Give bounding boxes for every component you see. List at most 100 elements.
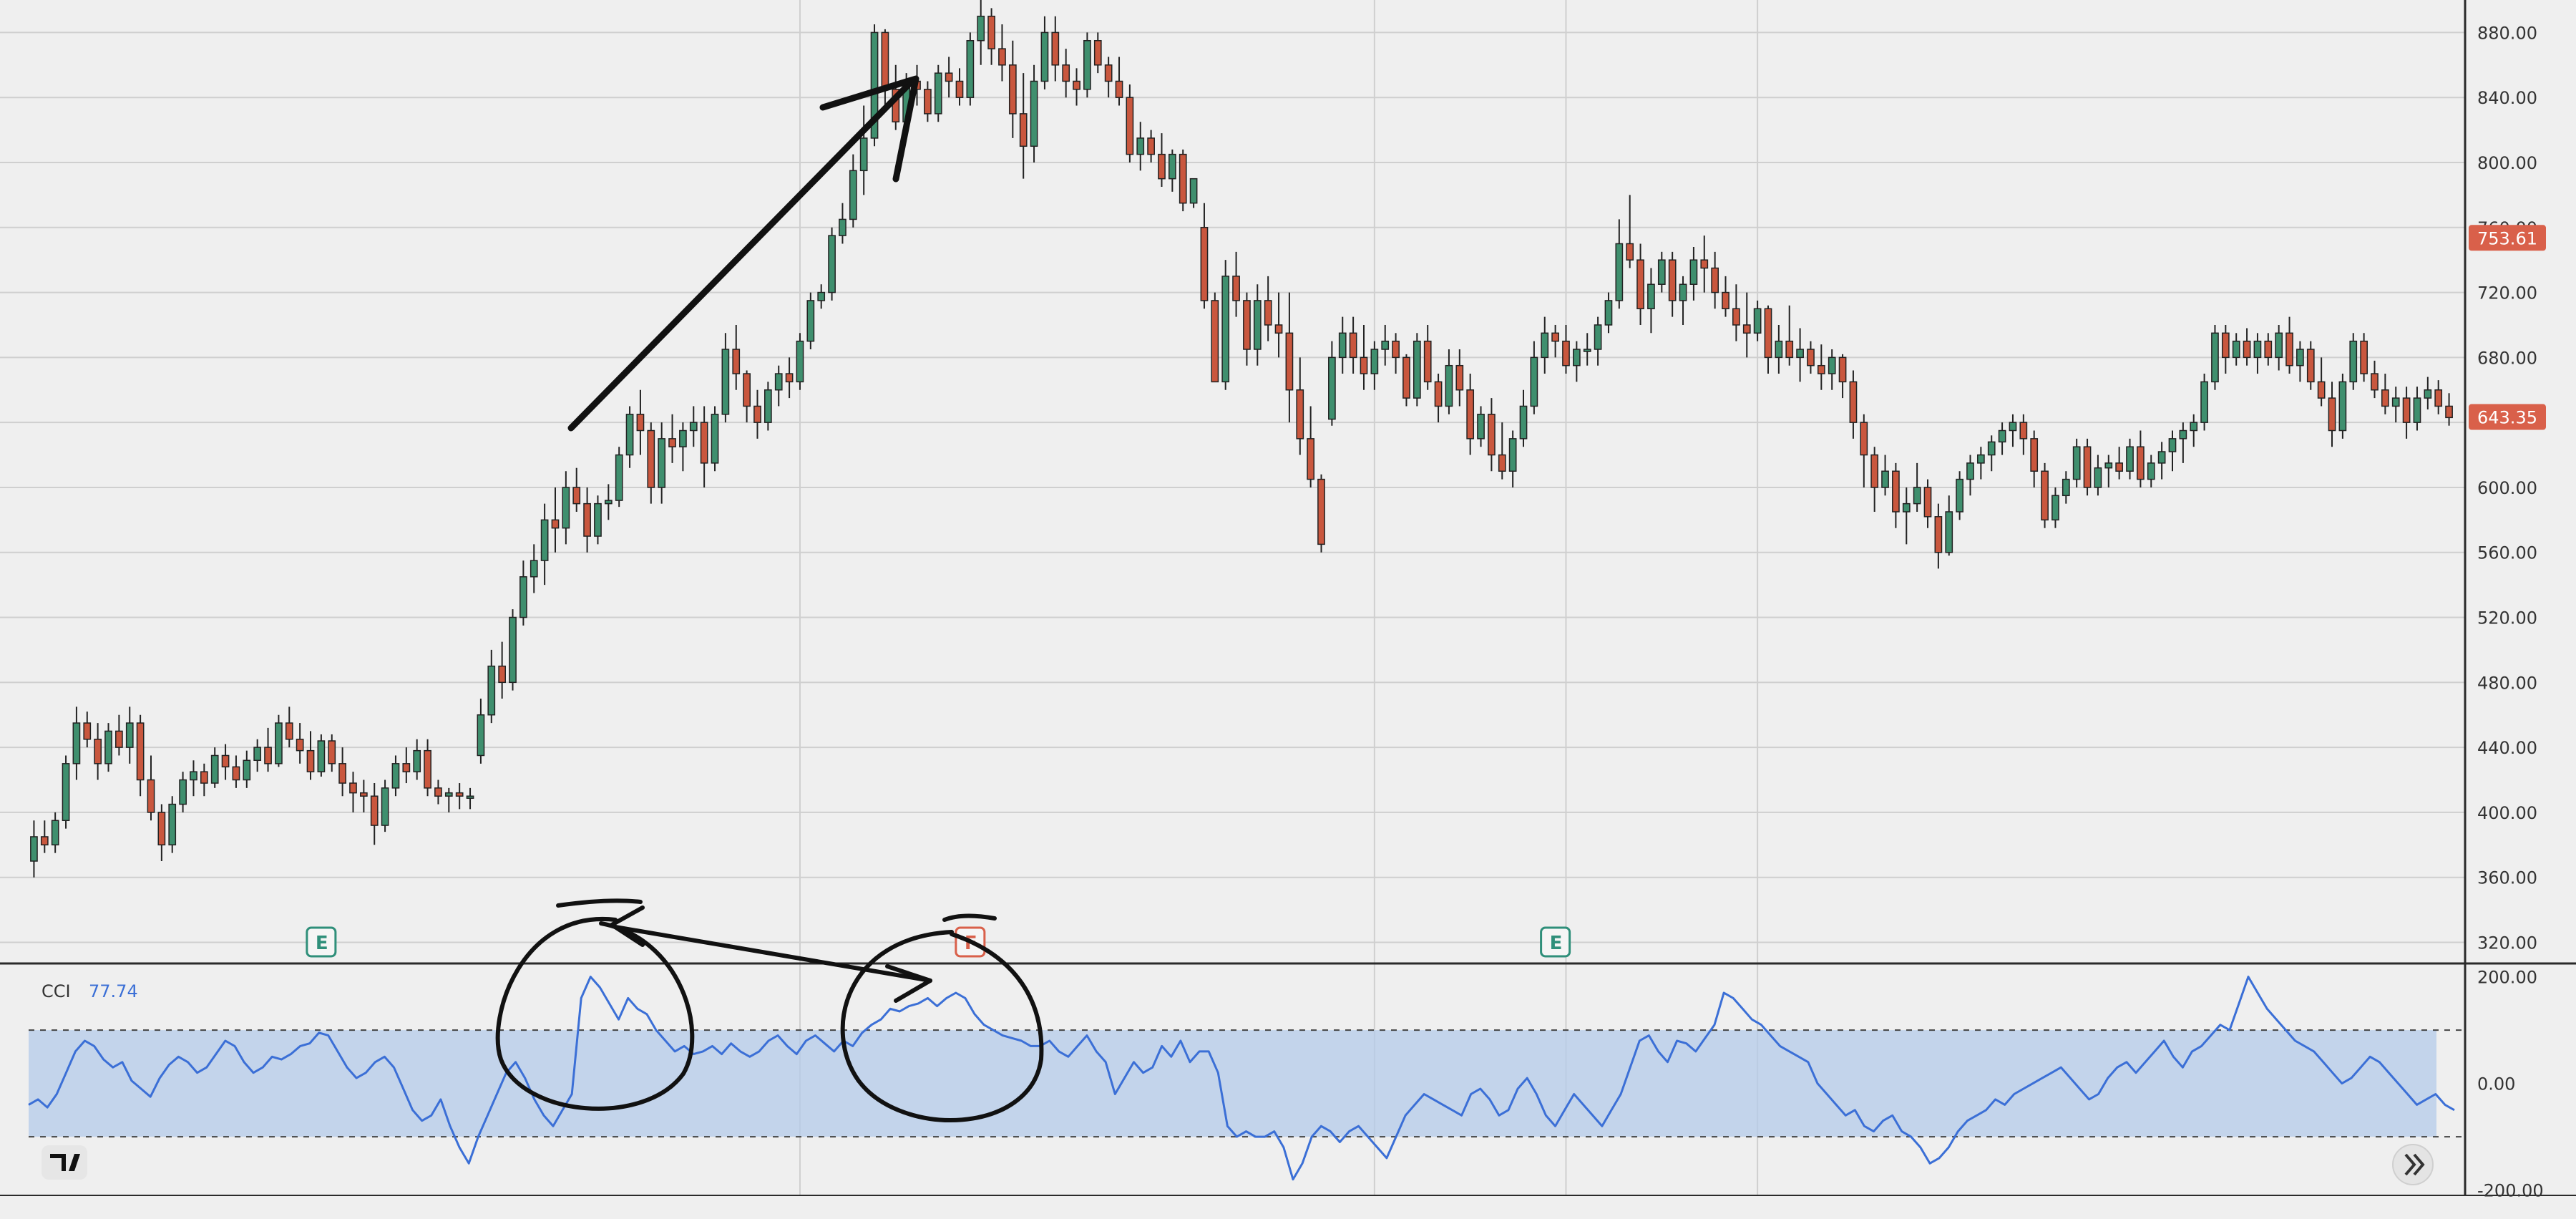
candle[interactable] <box>1307 406 1315 487</box>
candle[interactable] <box>1615 219 1624 309</box>
candle[interactable] <box>1189 178 1198 208</box>
candle[interactable] <box>2200 374 2208 431</box>
candle[interactable] <box>2445 393 2453 426</box>
candle[interactable] <box>1285 292 1294 423</box>
candle[interactable] <box>338 747 346 797</box>
candle[interactable] <box>1488 398 1496 472</box>
candle[interactable] <box>370 783 379 845</box>
candle[interactable] <box>1966 455 1974 496</box>
candle[interactable] <box>977 0 985 65</box>
candle[interactable] <box>1913 462 1921 512</box>
candle[interactable] <box>839 203 847 244</box>
candle[interactable] <box>924 81 932 122</box>
candle[interactable] <box>2243 328 2251 366</box>
candle[interactable] <box>2296 341 2304 382</box>
candle[interactable] <box>1455 349 1464 407</box>
candle[interactable] <box>2115 447 2124 480</box>
candle[interactable] <box>2072 438 2081 487</box>
candle[interactable] <box>1572 341 1581 382</box>
candle[interactable] <box>1040 16 1049 89</box>
candle[interactable] <box>1934 503 1943 569</box>
candle[interactable] <box>1945 495 1953 556</box>
candle[interactable] <box>2083 438 2092 496</box>
candle[interactable] <box>136 714 145 797</box>
candle[interactable] <box>1817 344 1825 390</box>
candle[interactable] <box>1881 455 1889 496</box>
candle[interactable] <box>1073 68 1080 106</box>
candle[interactable] <box>1221 260 1230 390</box>
candle[interactable] <box>1541 316 1549 374</box>
candle[interactable] <box>1147 130 1155 162</box>
candle[interactable] <box>51 812 59 853</box>
candle[interactable] <box>562 471 570 545</box>
candle[interactable] <box>243 750 251 788</box>
candle[interactable] <box>2413 387 2421 431</box>
candle[interactable] <box>1104 57 1113 98</box>
candle[interactable] <box>753 389 761 439</box>
candle[interactable] <box>2104 455 2113 487</box>
candle[interactable] <box>1445 349 1453 414</box>
candle[interactable] <box>2157 442 2166 480</box>
candle[interactable] <box>1902 487 1911 545</box>
candle[interactable] <box>636 389 645 455</box>
candle[interactable] <box>625 406 634 468</box>
candle[interactable] <box>1689 247 1698 301</box>
candle[interactable] <box>668 414 676 463</box>
candle[interactable] <box>391 755 400 797</box>
candle[interactable] <box>1349 316 1357 374</box>
candle[interactable] <box>1083 32 1091 98</box>
candle[interactable] <box>1892 462 1900 528</box>
candle[interactable] <box>1030 64 1038 162</box>
candle[interactable] <box>264 727 272 772</box>
candle[interactable] <box>1179 149 1187 212</box>
candle[interactable] <box>2019 414 2028 455</box>
candle[interactable] <box>774 365 783 407</box>
candle[interactable] <box>615 447 623 507</box>
price-axis[interactable]: 880.00840.00800.00760.00720.00680.00640.… <box>2477 23 2537 953</box>
candle[interactable] <box>1636 243 1644 325</box>
candle[interactable] <box>1838 354 1847 399</box>
candle[interactable] <box>711 406 719 472</box>
candle[interactable] <box>2137 430 2145 487</box>
event-marker[interactable]: E <box>1540 926 1571 958</box>
candle[interactable] <box>275 714 283 767</box>
candle[interactable] <box>1158 133 1166 188</box>
candle[interactable] <box>147 755 155 821</box>
candle[interactable] <box>1956 471 1963 520</box>
candle[interactable] <box>1668 251 1677 317</box>
candle[interactable] <box>402 747 411 784</box>
candle[interactable] <box>2030 430 2039 487</box>
candle[interactable] <box>1243 292 1251 366</box>
candle[interactable] <box>2179 422 2187 463</box>
candle[interactable] <box>1328 341 1336 426</box>
candle[interactable] <box>1370 341 1379 390</box>
candle[interactable] <box>1126 84 1134 162</box>
candle[interactable] <box>30 820 38 878</box>
candle[interactable] <box>317 734 326 777</box>
candle[interactable] <box>817 284 826 309</box>
candle[interactable] <box>870 24 879 147</box>
candle[interactable] <box>1508 430 1517 487</box>
candle[interactable] <box>1338 316 1347 374</box>
candle[interactable] <box>1849 370 1858 439</box>
candle[interactable] <box>444 787 453 812</box>
candle[interactable] <box>1594 316 1602 366</box>
candle[interactable] <box>2253 333 2262 374</box>
candle[interactable] <box>1008 40 1017 138</box>
candle[interactable] <box>1019 73 1028 179</box>
candle[interactable] <box>828 227 836 301</box>
candle[interactable] <box>1423 324 1432 390</box>
candle[interactable] <box>540 503 549 586</box>
candle[interactable] <box>2094 455 2102 496</box>
candle[interactable] <box>1062 49 1070 98</box>
candle[interactable] <box>934 64 942 122</box>
candle[interactable] <box>2338 374 2347 439</box>
candle[interactable] <box>179 772 187 812</box>
candle[interactable] <box>1998 422 2006 455</box>
candle[interactable] <box>1923 479 1932 528</box>
candle[interactable] <box>849 154 857 228</box>
candle[interactable] <box>477 699 485 764</box>
candle[interactable] <box>955 68 964 106</box>
candle[interactable] <box>1296 357 1304 455</box>
candle[interactable] <box>1530 341 1538 414</box>
